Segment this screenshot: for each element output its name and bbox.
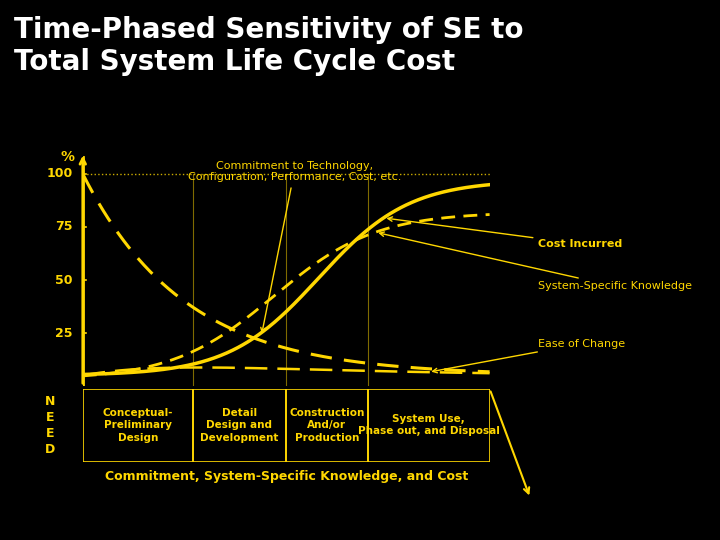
Text: 25: 25 bbox=[55, 327, 73, 340]
Text: System Use,
Phase out, and Disposal: System Use, Phase out, and Disposal bbox=[358, 414, 500, 436]
Text: 75: 75 bbox=[55, 220, 73, 233]
Text: Ease of Change: Ease of Change bbox=[433, 339, 626, 373]
Text: Commitment to Technology,
Configuration, Performance, Cost, etc.: Commitment to Technology, Configuration,… bbox=[188, 161, 401, 332]
Text: N
E
E
D: N E E D bbox=[45, 395, 55, 456]
Text: System-Specific Knowledge: System-Specific Knowledge bbox=[379, 232, 693, 292]
Text: Time-Phased Sensitivity of SE to
Total System Life Cycle Cost: Time-Phased Sensitivity of SE to Total S… bbox=[14, 16, 524, 76]
Text: Commitment, System-Specific Knowledge, and Cost: Commitment, System-Specific Knowledge, a… bbox=[104, 470, 468, 483]
Text: Detail
Design and
Development: Detail Design and Development bbox=[200, 408, 279, 443]
Text: %: % bbox=[60, 150, 74, 164]
Text: Systems Engineering is important early in a program to influence the design when: Systems Engineering is important early i… bbox=[68, 501, 652, 532]
Text: 100: 100 bbox=[46, 167, 73, 180]
Text: 50: 50 bbox=[55, 274, 73, 287]
Text: Conceptual-
Preliminary
Design: Conceptual- Preliminary Design bbox=[102, 408, 173, 443]
Text: Construction
And/or
Production: Construction And/or Production bbox=[289, 408, 364, 443]
Text: Cost Incurred: Cost Incurred bbox=[388, 217, 623, 249]
